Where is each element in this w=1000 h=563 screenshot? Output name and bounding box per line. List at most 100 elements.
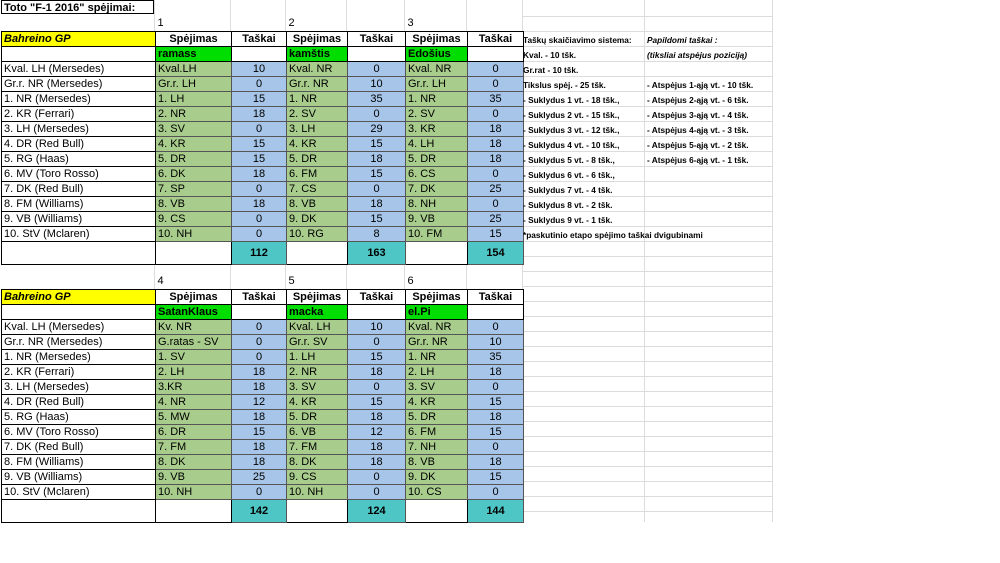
guess-cell[interactable]: 2. NR [155, 105, 232, 122]
guess-cell[interactable]: 9. VB [405, 210, 468, 227]
race-result[interactable]: Gr.r. NR (Mersedes) [1, 333, 156, 350]
player-name[interactable]: macka [286, 303, 348, 320]
points-cell[interactable]: 15 [231, 423, 287, 440]
player-name[interactable]: el.Pi [405, 303, 468, 320]
points-cell[interactable]: 0 [467, 318, 524, 335]
guess-cell[interactable]: 8. VB [405, 453, 468, 470]
race-result[interactable]: 8. FM (Williams) [1, 453, 156, 470]
points-cell[interactable]: 25 [467, 180, 524, 197]
points-cell[interactable]: 18 [231, 195, 287, 212]
points-cell[interactable]: 12 [231, 393, 287, 410]
guess-cell[interactable]: 1. NR [405, 348, 468, 365]
guess-cell[interactable]: Kval.LH [155, 60, 232, 77]
points-cell[interactable]: 0 [467, 195, 524, 212]
points-cell[interactable]: 0 [231, 225, 287, 242]
points-cell[interactable]: 0 [467, 105, 524, 122]
points-cell[interactable]: 18 [347, 195, 406, 212]
points-cell[interactable]: 0 [231, 210, 287, 227]
points-cell[interactable]: 0 [231, 318, 287, 335]
guess-cell[interactable]: 1. SV [155, 348, 232, 365]
guess-cell[interactable]: 5. DR [405, 408, 468, 425]
points-cell[interactable]: 10 [231, 60, 287, 77]
guess-cell[interactable]: Kval. NR [405, 60, 468, 77]
guess-cell[interactable]: 6. CS [405, 165, 468, 182]
guess-cell[interactable]: 9. VB [155, 468, 232, 485]
guess-cell[interactable]: 6. DR [155, 423, 232, 440]
points-cell[interactable]: 15 [347, 348, 406, 365]
guess-cell[interactable]: 8. VB [155, 195, 232, 212]
guess-cell[interactable]: 3.KR [155, 378, 232, 395]
points-cell[interactable]: 35 [347, 90, 406, 107]
points-cell[interactable]: 18 [467, 408, 524, 425]
race-result[interactable]: 5. RG (Haas) [1, 408, 156, 425]
points-cell[interactable]: 0 [231, 483, 287, 500]
guess-cell[interactable]: 1. LH [286, 348, 348, 365]
points-cell[interactable]: 18 [467, 120, 524, 137]
points-cell[interactable]: 0 [347, 378, 406, 395]
guess-cell[interactable]: 7. FM [155, 438, 232, 455]
points-cell[interactable]: 35 [467, 90, 524, 107]
guess-cell[interactable]: 6. DK [155, 165, 232, 182]
points-cell[interactable]: 18 [231, 453, 287, 470]
guess-cell[interactable]: 7. CS [286, 180, 348, 197]
points-cell[interactable]: 15 [231, 90, 287, 107]
guess-cell[interactable]: 7. SP [155, 180, 232, 197]
race-result[interactable]: 6. MV (Toro Rosso) [1, 423, 156, 440]
points-cell[interactable]: 18 [467, 150, 524, 167]
points-cell[interactable]: 15 [347, 165, 406, 182]
points-cell[interactable]: 0 [467, 438, 524, 455]
guess-cell[interactable]: 3. LH [286, 120, 348, 137]
points-cell[interactable]: 18 [467, 363, 524, 380]
points-cell[interactable]: 15 [347, 210, 406, 227]
guess-cell[interactable]: 4. LH [405, 135, 468, 152]
points-cell[interactable]: 18 [347, 363, 406, 380]
guess-cell[interactable]: 9. DK [286, 210, 348, 227]
race-result[interactable]: 5. RG (Haas) [1, 150, 156, 167]
points-cell[interactable]: 15 [347, 393, 406, 410]
guess-cell[interactable]: 6. VB [286, 423, 348, 440]
race-result[interactable]: 10. StV (Mclaren) [1, 483, 156, 500]
points-cell[interactable]: 18 [347, 150, 406, 167]
guess-cell[interactable]: 10. NH [155, 225, 232, 242]
points-cell[interactable]: 18 [231, 438, 287, 455]
race-result[interactable]: 1. NR (Mersedes) [1, 90, 156, 107]
points-cell[interactable]: 0 [347, 105, 406, 122]
points-cell[interactable]: 10 [467, 333, 524, 350]
guess-cell[interactable]: 9. CS [155, 210, 232, 227]
race-result[interactable]: 1. NR (Mersedes) [1, 348, 156, 365]
points-cell[interactable]: 0 [467, 60, 524, 77]
race-result[interactable]: Kval. LH (Mersedes) [1, 318, 156, 335]
guess-cell[interactable]: 8. VB [286, 195, 348, 212]
guess-cell[interactable]: 7. FM [286, 438, 348, 455]
points-cell[interactable]: 15 [231, 150, 287, 167]
guess-cell[interactable]: Kv. NR [155, 318, 232, 335]
guess-cell[interactable]: Gr.r. NR [405, 333, 468, 350]
guess-cell[interactable]: 8. DK [155, 453, 232, 470]
guess-cell[interactable]: 3. SV [286, 378, 348, 395]
guess-cell[interactable]: 10. NH [155, 483, 232, 500]
race-result[interactable]: 2. KR (Ferrari) [1, 105, 156, 122]
race-result[interactable]: 9. VB (Williams) [1, 468, 156, 485]
guess-cell[interactable]: 3. SV [405, 378, 468, 395]
race-result[interactable]: 2. KR (Ferrari) [1, 363, 156, 380]
total-points[interactable]: 142 [231, 498, 287, 523]
points-cell[interactable]: 18 [467, 453, 524, 470]
total-points[interactable]: 154 [467, 240, 524, 265]
guess-cell[interactable]: 1. NR [286, 90, 348, 107]
total-points[interactable]: 112 [231, 240, 287, 265]
guess-cell[interactable]: 5. DR [405, 150, 468, 167]
player-name[interactable]: SatanKlaus [155, 303, 232, 320]
guess-cell[interactable]: 5. DR [286, 150, 348, 167]
points-cell[interactable]: 0 [347, 483, 406, 500]
guess-cell[interactable]: 8. NH [405, 195, 468, 212]
points-cell[interactable]: 18 [231, 363, 287, 380]
points-cell[interactable]: 0 [231, 75, 287, 92]
race-result[interactable]: 3. LH (Mersedes) [1, 120, 156, 137]
points-cell[interactable]: 0 [231, 180, 287, 197]
points-cell[interactable]: 0 [231, 120, 287, 137]
points-cell[interactable]: 29 [347, 120, 406, 137]
points-cell[interactable]: 0 [467, 75, 524, 92]
points-cell[interactable]: 0 [231, 348, 287, 365]
guess-cell[interactable]: 2. SV [405, 105, 468, 122]
total-points[interactable]: 124 [347, 498, 406, 523]
